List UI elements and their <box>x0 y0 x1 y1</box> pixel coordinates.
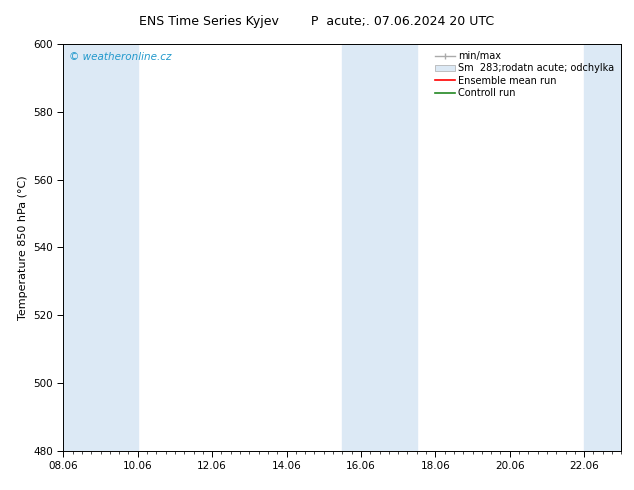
Bar <box>584 44 634 451</box>
Text: © weatheronline.cz: © weatheronline.cz <box>69 52 171 62</box>
Bar <box>63 44 138 451</box>
Text: ENS Time Series Kyjev        P  acute;. 07.06.2024 20 UTC: ENS Time Series Kyjev P acute;. 07.06.20… <box>139 15 495 28</box>
Y-axis label: Temperature 850 hPa (°C): Temperature 850 hPa (°C) <box>18 175 28 320</box>
Bar <box>342 44 417 451</box>
Legend: min/max, Sm  283;rodatn acute; odchylka, Ensemble mean run, Controll run: min/max, Sm 283;rodatn acute; odchylka, … <box>433 49 616 100</box>
